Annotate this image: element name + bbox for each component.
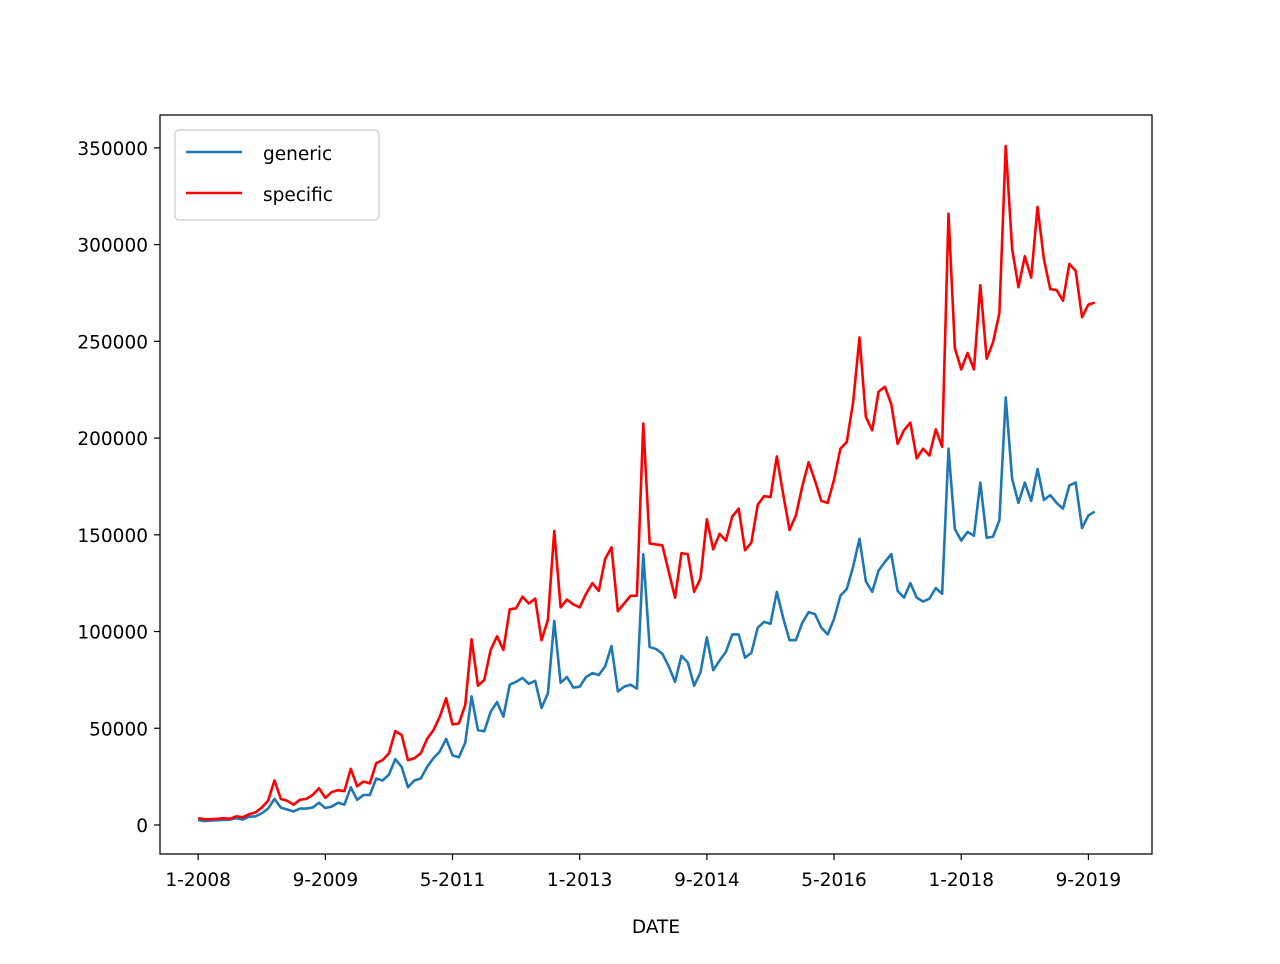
y-tick-label: 50000 [89, 719, 148, 740]
plot-frame [159, 114, 1153, 855]
x-tick-label: 9-2014 [674, 870, 740, 891]
x-tick-label: 1-2008 [165, 870, 231, 891]
series-line-specific [197, 144, 1096, 821]
x-axis-label: DATE [632, 917, 680, 938]
x-tick-label: 9-2019 [1056, 870, 1122, 891]
legend: generic specific [174, 129, 380, 221]
series-line-generic [197, 396, 1096, 823]
x-tick-label: 9-2009 [293, 870, 359, 891]
legend-label-specific: specific [263, 185, 333, 206]
ticks-layer: 1-2008 9-2009 5-2011 1-2013 9-2014 5-2016 1-20… [77, 139, 1121, 891]
legend-label-generic: generic [263, 144, 332, 165]
y-tick-label: 200000 [77, 429, 148, 450]
x-tick-label: 5-2011 [420, 870, 486, 891]
y-tick-label: 300000 [77, 236, 148, 257]
y-tick-label: 250000 [77, 332, 148, 353]
x-tick-label: 1-2013 [547, 870, 613, 891]
y-tick-label: 350000 [77, 139, 148, 160]
series-layer [197, 144, 1096, 823]
y-tick-label: 0 [136, 816, 148, 837]
y-tick-label: 100000 [77, 623, 148, 644]
x-tick-label: 5-2016 [801, 870, 867, 891]
x-tick-label: 1-2018 [928, 870, 994, 891]
y-tick-label: 150000 [77, 526, 148, 547]
